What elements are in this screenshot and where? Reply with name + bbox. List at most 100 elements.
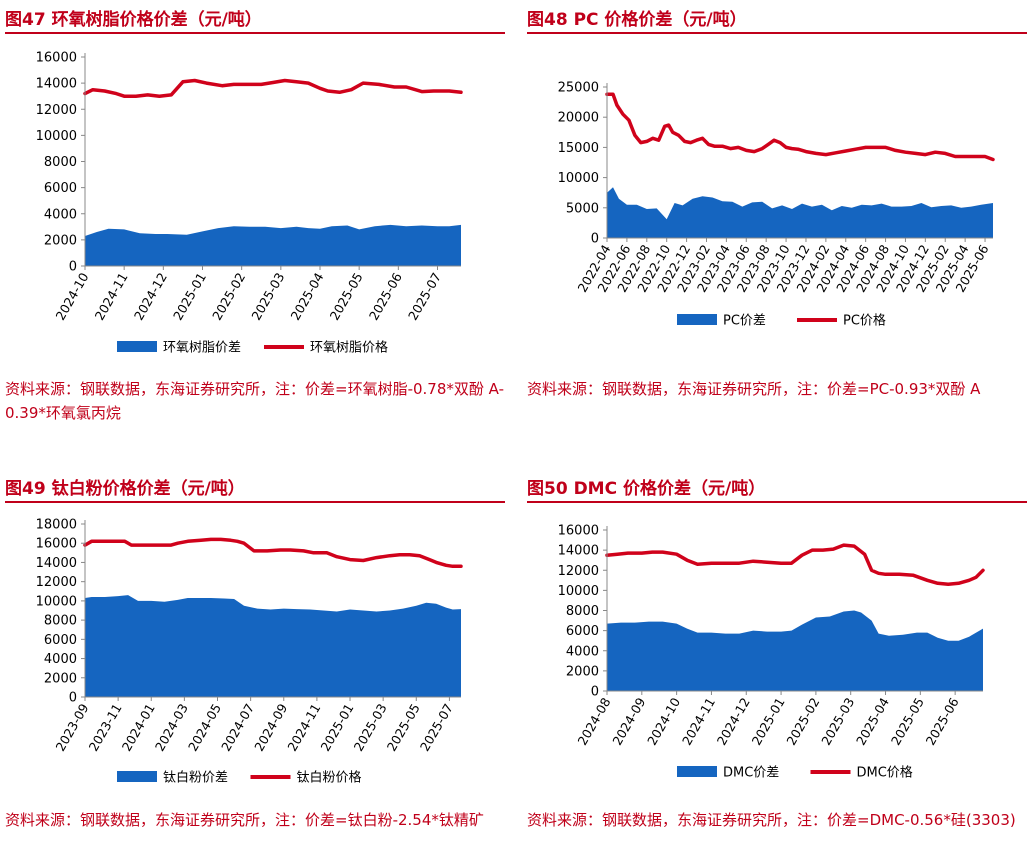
legend-label: 钛白粉价差 [163,770,228,786]
series-area [85,224,461,266]
legend-label: 环氧树脂价差 [163,341,241,356]
y-tick-label: 4000 [566,644,599,659]
y-tick-label: 14000 [36,556,77,571]
legend-swatch-area [117,771,157,782]
y-tick-label: 10000 [558,171,599,186]
legend-label: PC价格 [843,313,886,329]
y-tick-label: 12000 [36,575,77,590]
y-tick-label: 4000 [44,652,77,667]
chart-dmc: 0 2000 4000 6000 8000 10000 12000 14000 16000 202… [558,524,985,781]
source-note: 资料来源：钢联数据，东海证券研究所，注：价差=钛白粉-2.54*钛精矿 [5,811,484,829]
legend-label: DMC价格 [857,765,913,781]
chart-pc: 05000100001500020000250002022-042022-062… [558,81,995,329]
legend: DMC价差 DMC价格 [677,765,913,781]
y-tick-label: 10000 [36,594,77,609]
title-rule [5,32,505,34]
series-line [83,78,463,98]
y-tick-label: 16000 [558,524,599,539]
y-tick-label: 16000 [36,537,77,552]
y-tick-label: 15000 [558,141,599,156]
y-tick-label: 25000 [558,81,599,96]
title-rule [527,501,1027,503]
x-tick-label: 2024-12 [131,270,170,323]
series-area [607,187,993,238]
x-tick-label: 2025-04 [853,695,892,748]
x-tick-label: 2025-07 [405,270,444,323]
legend-swatch-area [677,314,717,325]
x-tick-label: 2025-05 [327,270,366,323]
panel-tio2: 图49 钛白粉价格价差（元/吨） 0 2000 4000 6000 8000 10000 1… [5,474,505,864]
panel-epoxy: 图47 环氧树脂价格价差（元/吨） 0 2000 4000 6000 8000 10000… [5,5,505,435]
source-note: 资料来源：钢联数据，东海证券研究所，注：价差=环氧树脂-0.78*双酚 A-0.… [5,380,504,422]
x-tick-label: 2025-06 [923,695,962,748]
series-area [607,610,983,691]
x-tick-label: 2024-10 [644,695,683,748]
panel-pc: 图48 PC 价格价差（元/吨） 0 5000 10000 15000 20000 250… [527,5,1027,435]
chart-title: 图47 环氧树脂价格价差（元/吨） [5,10,262,30]
y-tick-label: 0 [69,260,77,275]
y-tick-label: 12000 [36,103,77,118]
chart-epoxy: 0 2000 4000 6000 8000 10000 12000 14000 16000 202… [36,51,463,356]
y-tick-label: 16000 [36,51,77,66]
legend-swatch-area [677,766,717,777]
series-line [83,537,463,569]
series-line [605,543,985,587]
y-tick-label: 8000 [44,614,77,629]
y-tick-label: 6000 [44,181,77,196]
x-tick-label: 2025-07 [417,701,456,754]
y-tick-label: 0 [69,691,77,706]
series-area [85,595,461,697]
y-tick-label: 0 [591,232,599,247]
y-tick-label: 8000 [44,155,77,170]
x-tick-label: 2025-06 [366,270,405,323]
y-tick-label: 18000 [36,518,77,533]
y-tick-label: 20000 [558,111,599,126]
chart-title: 图48 PC 价格价差（元/吨） [527,10,747,30]
y-tick-label: 2000 [44,671,77,686]
source-note: 资料来源：钢联数据，东海证券研究所，注：价差=DMC-0.56*硅(3303) [527,811,1016,829]
y-tick-label: 4000 [44,207,77,222]
x-tick-label: 2024-11 [92,270,131,323]
y-tick-label: 6000 [566,624,599,639]
chart-title: 图49 钛白粉价格价差（元/吨） [5,479,245,499]
legend: 环氧树脂价差 环氧树脂价格 [117,340,388,356]
x-tick-label: 2025-05 [888,695,927,748]
legend-swatch-area [117,341,157,352]
legend: PC价差 PC价格 [677,313,886,329]
source-note: 资料来源：钢联数据，东海证券研究所，注：价差=PC-0.93*双酚 A [527,380,981,398]
chart-title: 图50 DMC 价格价差（元/吨） [527,479,766,499]
x-tick-label: 2025-01 [749,695,788,748]
x-tick-label: 2025-01 [170,270,209,323]
y-tick-label: 10000 [558,584,599,599]
legend-label: DMC价差 [723,766,779,781]
panel-dmc: 图50 DMC 价格价差（元/吨） 0 2000 4000 6000 8000 10000… [527,474,1027,864]
legend-label: PC价差 [723,314,766,329]
legend: 钛白粉价差 钛白粉价格 [117,770,362,786]
y-tick-label: 10000 [36,129,77,144]
x-tick-label: 2024-08 [574,695,613,748]
x-tick-label: 2025-04 [287,270,326,323]
y-tick-label: 0 [591,685,599,700]
y-tick-label: 6000 [44,633,77,648]
title-rule [5,501,505,503]
legend-label: 钛白粉价格 [297,770,362,786]
y-tick-label: 5000 [566,201,599,216]
x-tick-label: 2024-09 [609,695,648,748]
y-tick-label: 12000 [558,564,599,579]
title-rule [527,32,1027,34]
x-tick-label: 2025-02 [209,270,248,323]
legend-label: 环氧树脂价格 [310,340,388,356]
x-tick-label: 2024-11 [679,695,718,748]
y-tick-label: 14000 [36,77,77,92]
x-tick-label: 2024-10 [52,270,91,323]
x-tick-label: 2025-02 [783,695,822,748]
x-tick-label: 2025-03 [248,270,287,323]
y-tick-label: 14000 [558,544,599,559]
series-line [605,92,995,162]
y-tick-label: 8000 [566,604,599,619]
y-tick-label: 2000 [44,233,77,248]
x-tick-label: 2024-12 [714,695,753,748]
y-tick-label: 2000 [566,664,599,679]
x-tick-label: 2025-03 [818,695,857,748]
chart-tio2: 0 2000 4000 6000 8000 10000 12000 14000 16000 180… [36,518,463,786]
